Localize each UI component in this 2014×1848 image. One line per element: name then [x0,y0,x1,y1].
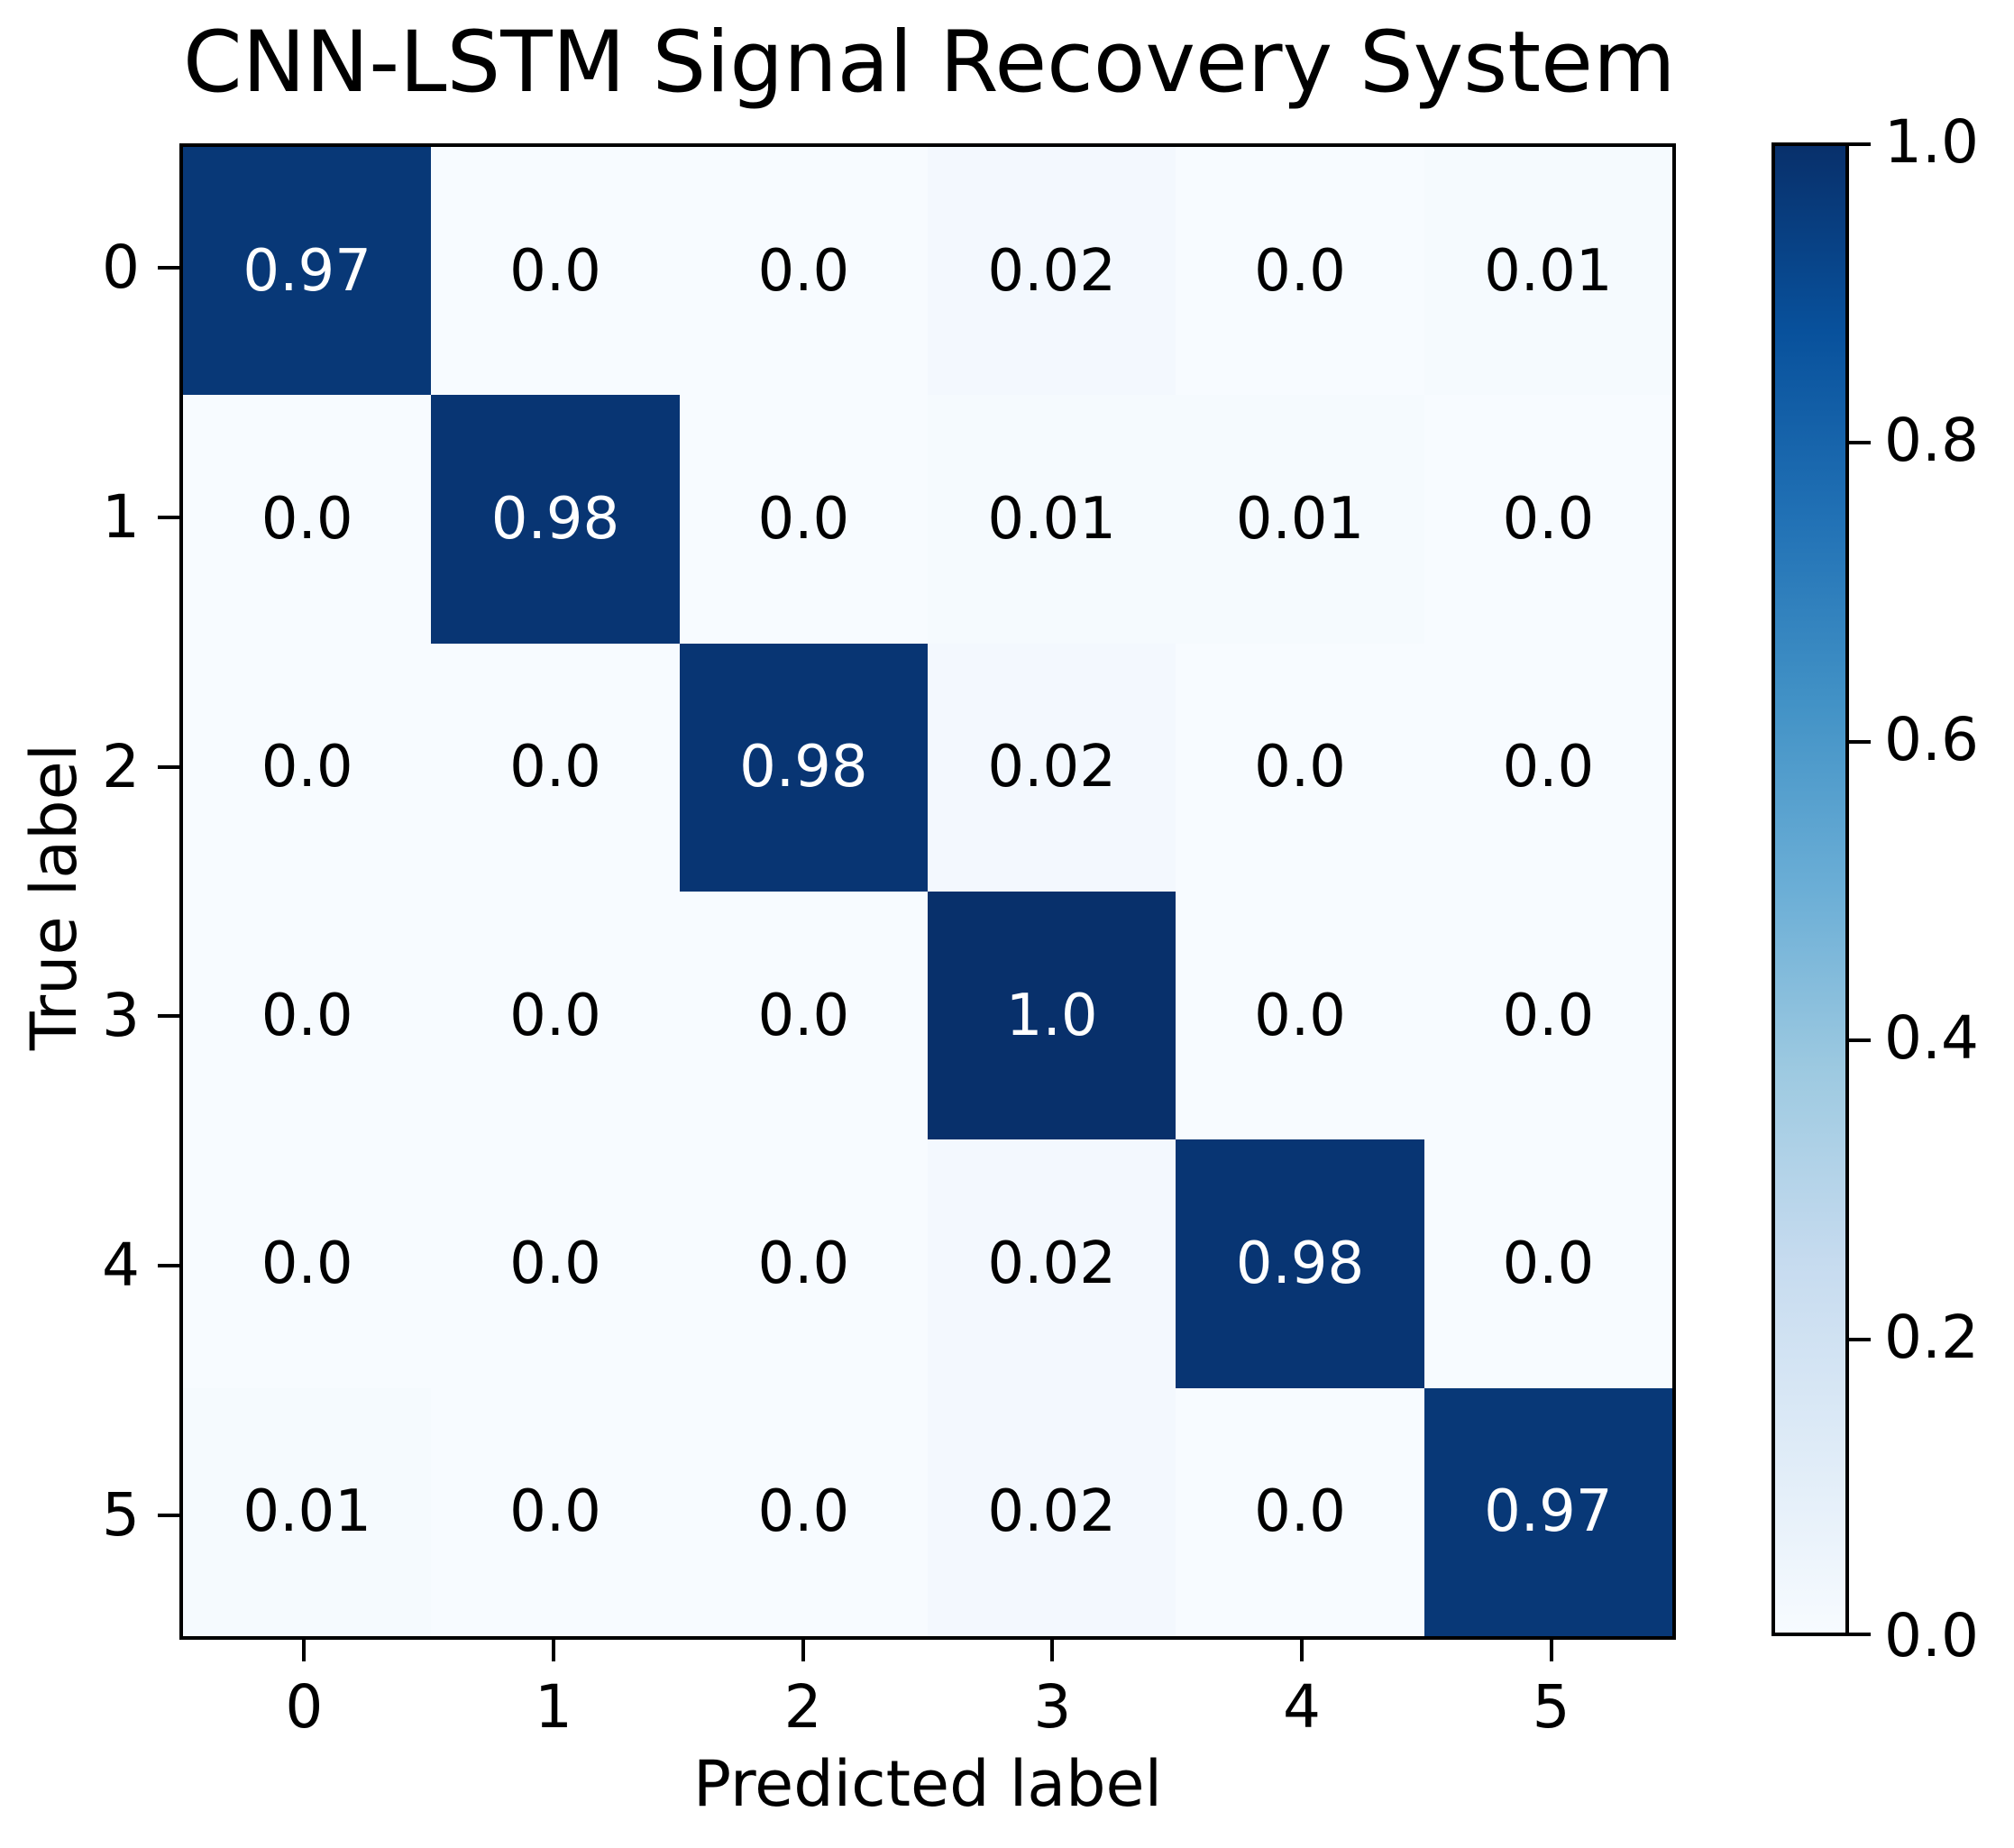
heatmap-cell: 0.0 [1176,643,1424,892]
heatmap-cell: 0.01 [928,395,1176,644]
heatmap-cell: 0.0 [679,395,928,644]
heatmap-cell: 0.97 [1424,1387,1672,1636]
heatmap-cell: 0.0 [679,147,928,396]
heatmap-cell: 0.0 [1424,1139,1672,1388]
y-tickmark [158,1264,179,1267]
heatmap-cell: 0.0 [1176,1387,1424,1636]
y-axis-label: True label [17,743,91,1051]
heatmap-cell: 0.0 [679,1387,928,1636]
colorbar-tickmark [1849,1038,1871,1043]
y-tick-label: 3 [102,981,140,1051]
heatmap-grid: 0.97 0.0 0.0 0.02 0.0 0.01 0.0 0.98 0.0 0.01 0.01 0… [179,143,1676,1640]
chart-title: CNN-LSTM Signal Recovery System [183,14,1676,112]
x-tick-label: 2 [783,1672,822,1742]
x-axis-label: Predicted label [692,1747,1163,1821]
colorbar-tickmark [1849,441,1871,445]
heatmap-cell: 0.0 [1424,892,1672,1140]
heatmap-cell: 0.02 [928,1139,1176,1388]
heatmap-cell: 0.01 [183,1387,432,1636]
x-tickmark [1050,1640,1055,1661]
heatmap-cell: 0.02 [928,147,1176,396]
x-tickmark [801,1640,805,1661]
x-tickmark [302,1640,307,1661]
heatmap-cell: 0.0 [183,395,432,644]
y-tick-label: 2 [102,731,140,801]
colorbar-tickmark [1849,739,1871,744]
colorbar [1771,142,1849,1636]
heatmap-cell: 0.98 [679,643,928,892]
y-tickmark [158,1014,179,1019]
heatmap-cell: 0.0 [679,1139,928,1388]
heatmap-cell: 0.01 [1176,395,1424,644]
colorbar-tick-label: 0.4 [1884,1003,1979,1074]
heatmap-cell: 0.0 [431,147,680,396]
heatmap-cell: 0.0 [183,1139,432,1388]
heatmap-cell: 0.98 [431,395,680,644]
heatmap-cell: 0.0 [183,643,432,892]
heatmap-cell: 0.0 [431,643,680,892]
heatmap-cell: 0.98 [1176,1139,1424,1388]
colorbar-tick-label: 0.2 [1884,1302,1979,1372]
heatmap-cell: 0.0 [1176,892,1424,1140]
colorbar-tick-label: 1.0 [1884,107,1979,177]
y-tick-label: 1 [102,482,140,552]
heatmap-cell: 0.0 [1176,147,1424,396]
x-tick-label: 5 [1532,1672,1570,1742]
heatmap-cell: 1.0 [928,892,1176,1140]
heatmap-cell: 0.01 [1424,147,1672,396]
heatmap-cell: 0.0 [431,892,680,1140]
heatmap-cell: 0.0 [431,1139,680,1388]
colorbar-tick-label: 0.0 [1884,1601,1979,1670]
colorbar-tick-label: 0.8 [1884,406,1979,476]
x-tick-label: 0 [285,1672,324,1742]
y-tickmark [158,764,179,769]
y-tick-label: 5 [102,1479,140,1550]
heatmap-cell: 0.02 [928,1387,1176,1636]
x-tick-label: 1 [535,1672,572,1742]
y-tickmark [158,516,179,519]
heatmap-cell: 0.02 [928,643,1176,892]
heatmap-cell: 0.0 [1424,395,1672,644]
heatmap-cell: 0.0 [679,892,928,1140]
heatmap-cell: 0.0 [431,1387,680,1636]
x-tickmark [1549,1640,1553,1661]
heatmap-cell: 0.0 [1424,643,1672,892]
x-tickmark [1300,1640,1304,1661]
y-tick-label: 4 [102,1230,140,1300]
colorbar-tick-label: 0.6 [1884,704,1979,774]
colorbar-tickmark [1849,142,1871,146]
y-tick-label: 0 [102,233,140,303]
heatmap-cell: 0.0 [183,892,432,1140]
y-tickmark [158,266,179,270]
heatmap-cell: 0.97 [183,147,432,396]
colorbar-tickmark [1849,1633,1871,1636]
y-tickmark [158,1513,179,1517]
x-tick-label: 4 [1283,1672,1321,1742]
x-tick-label: 3 [1033,1672,1072,1742]
x-tickmark [552,1640,555,1661]
colorbar-tickmark [1849,1337,1871,1341]
